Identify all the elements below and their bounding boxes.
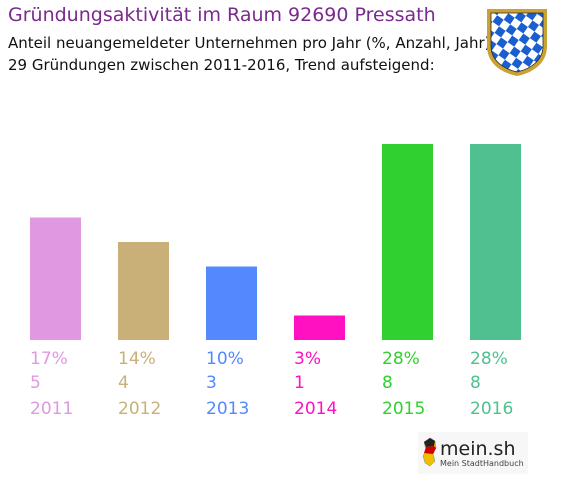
count-label-2016: 8	[470, 373, 481, 393]
percent-label-2013: 10%	[206, 349, 244, 369]
chart-subtitle: Anteil neuangemeldeter Unternehmen pro J…	[8, 34, 491, 52]
count-label-2012: 4	[118, 373, 129, 393]
bar-2014	[294, 315, 345, 340]
logo-brand-text: mein.sh	[440, 438, 516, 460]
bar-2015	[382, 144, 433, 340]
germany-map-icon	[422, 437, 437, 467]
year-label-2012: 2012	[118, 399, 161, 419]
chart-summary: 29 Gründungen zwischen 2011-2016, Trend …	[8, 56, 435, 74]
bar-2013	[206, 266, 257, 340]
year-label-2011: 2011	[30, 399, 73, 419]
year-label-2015: 2015	[382, 399, 425, 419]
year-label-2014: 2014	[294, 399, 337, 419]
percent-label-2014: 3%	[294, 349, 321, 369]
count-label-2014: 1	[294, 373, 305, 393]
count-label-2011: 5	[30, 373, 41, 393]
mein-sh-logo	[418, 432, 528, 474]
chart-title: Gründungsaktivität im Raum 92690 Pressat…	[8, 4, 436, 26]
count-label-2015: 8	[382, 373, 393, 393]
year-label-2016: 2016	[470, 399, 513, 419]
count-label-2013: 3	[206, 373, 217, 393]
bar-2012	[118, 242, 169, 340]
bavaria-coat-of-arms-icon	[487, 9, 547, 76]
percent-label-2015: 28%	[382, 349, 420, 369]
logo-tagline: Mein StadtHandbuch	[440, 459, 524, 468]
percent-label-2011: 17%	[30, 349, 68, 369]
bar-2016	[470, 144, 521, 340]
year-label-2013: 2013	[206, 399, 249, 419]
percent-label-2012: 14%	[118, 349, 156, 369]
bar-2011	[30, 217, 81, 340]
percent-label-2016: 28%	[470, 349, 508, 369]
